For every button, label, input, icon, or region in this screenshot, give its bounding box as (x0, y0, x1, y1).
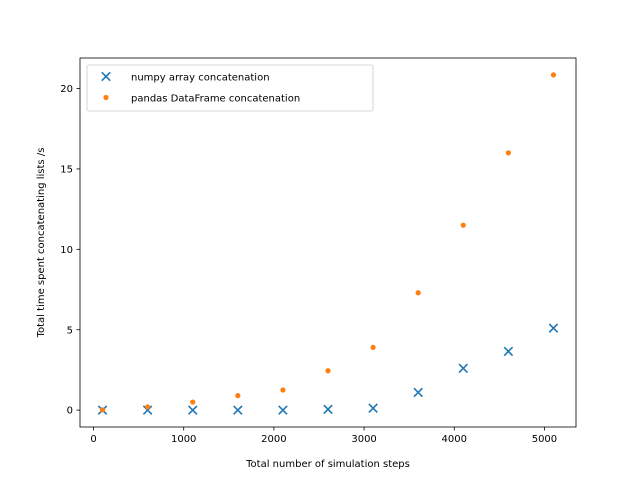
legend-marker-x (101, 71, 111, 82)
x-tick-label: 0 (90, 434, 96, 445)
data-point-0-5 (323, 404, 333, 415)
data-point-0-4 (278, 405, 288, 415)
data-point-1-3 (235, 393, 241, 399)
x-tick-label: 3000 (351, 434, 376, 445)
data-point-1-10 (550, 72, 557, 78)
y-tick-label: 5 (67, 325, 73, 336)
data-point-1-5 (325, 368, 331, 374)
legend-label-pandas: pandas DataFrame concatenation (131, 94, 300, 105)
data-point-1-4 (280, 387, 286, 393)
plot-area (97, 72, 559, 415)
data-point-0-2 (187, 405, 198, 415)
data-point-0-10 (548, 323, 559, 333)
data-point-1-8 (460, 222, 466, 228)
legend-label-numpy: numpy array concatenation (131, 73, 270, 84)
y-tick-label: 0 (67, 406, 73, 417)
data-point-1-2 (190, 399, 196, 405)
legend: numpy array concatenation pandas DataFra… (86, 64, 374, 112)
y-tick-label: 20 (60, 84, 73, 95)
series-0 (97, 323, 559, 415)
data-point-0-1 (142, 405, 153, 415)
data-point-0-8 (458, 363, 469, 374)
data-point-1-9 (505, 150, 511, 156)
y-tick-label: 15 (60, 165, 73, 176)
series-1 (99, 72, 557, 413)
data-point-1-0 (99, 407, 106, 413)
x-tick-label: 1000 (171, 434, 196, 445)
x-tick-label: 2000 (261, 434, 286, 445)
data-point-0-6 (368, 403, 378, 413)
y-tick-label: 10 (60, 245, 73, 256)
data-point-1-6 (370, 344, 376, 351)
y-axis: 0 5 10 15 20 (60, 84, 80, 417)
legend-marker-numpy (101, 71, 111, 82)
x-tick-label: 4000 (442, 434, 467, 445)
data-point-0-7 (413, 387, 423, 398)
data-point-0-9 (503, 346, 514, 357)
data-point-1-1 (145, 404, 151, 410)
y-axis-label: Total time spent concatenating lists /s (36, 148, 47, 339)
plot-frame (79, 57, 577, 428)
x-tick-label: 5000 (532, 434, 557, 445)
legend-marker-pandas (103, 94, 109, 101)
legend-box (86, 64, 374, 112)
x-axis-label: Total number of simulation steps (245, 459, 410, 470)
data-point-1-7 (415, 290, 421, 296)
data-point-0-3 (233, 405, 243, 415)
x-axis: 0 1000 2000 3000 4000 5000 (90, 427, 557, 445)
legend-marker-dot (103, 94, 109, 101)
